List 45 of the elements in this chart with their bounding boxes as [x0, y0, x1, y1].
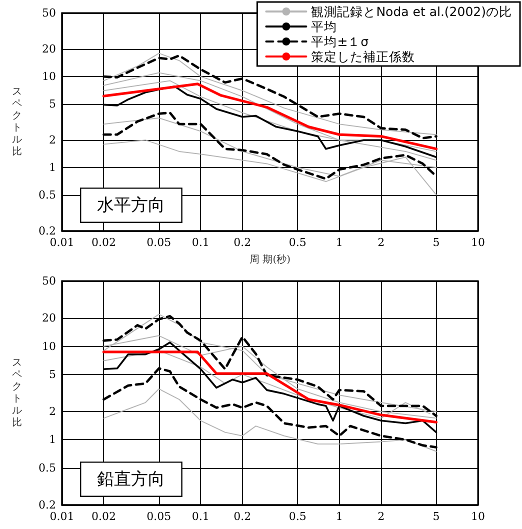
y-tick-label: 1 — [49, 433, 56, 446]
y-tick-label: 0.2 — [38, 224, 56, 238]
legend-label: 観測記録とNoda et al.(2002)の比 — [311, 4, 512, 19]
x-tick-label: 5 — [432, 236, 440, 249]
legend-label: 平均 — [311, 19, 338, 34]
y-tick-label: 50 — [42, 274, 56, 288]
x-tick-label: 0.05 — [146, 236, 172, 249]
x-tick-label: 1 — [336, 510, 343, 523]
x-tick-label: 0.2 — [234, 510, 252, 523]
y-tick-label: 0.2 — [38, 498, 56, 512]
x-tick-label: 0.1 — [192, 510, 210, 523]
annotation: 鉛直方向 — [97, 469, 166, 490]
x-tick-label: 0.01 — [50, 510, 74, 523]
y-tick-label: 5 — [49, 97, 56, 110]
x-tick-label: 2 — [378, 510, 385, 523]
y-tick-label: 2 — [49, 405, 56, 418]
y-tick-label: 0.5 — [38, 461, 56, 474]
x-tick-label: 0.02 — [91, 236, 116, 249]
x-tick-label: 0.2 — [234, 236, 252, 249]
y-tick-label: 50 — [42, 6, 56, 20]
legend-label: 策定した補正係数 — [311, 49, 416, 64]
x-tick-label: 0.5 — [288, 510, 306, 523]
y-tick-label: 5 — [49, 368, 56, 381]
legend-label: 平均±１σ — [311, 34, 369, 49]
x-tick-label: 10 — [471, 510, 485, 523]
x-tick-label: 0.05 — [146, 510, 172, 523]
annotation: 水平方向 — [97, 195, 166, 216]
y-axis-title: スペクトル比 — [12, 358, 22, 428]
x-tick-label: 0.01 — [50, 236, 74, 249]
y-axis-title: スペクトル比 — [12, 86, 22, 158]
x-tick-label: 0.5 — [288, 236, 306, 249]
x-tick-label: 5 — [432, 510, 440, 523]
x-axis-title: 周 期(秒) — [250, 254, 291, 266]
x-tick-label: 0.1 — [192, 236, 210, 249]
y-tick-label: 20 — [42, 42, 56, 56]
y-tick-label: 20 — [42, 312, 56, 325]
y-tick-label: 1 — [49, 160, 56, 174]
x-tick-label: 10 — [471, 236, 485, 249]
y-tick-label: 0.5 — [38, 188, 56, 202]
x-tick-label: 1 — [336, 236, 343, 249]
y-tick-label: 2 — [49, 134, 56, 147]
x-tick-label: 2 — [378, 236, 385, 249]
y-tick-label: 10 — [42, 340, 56, 353]
y-tick-label: 10 — [42, 70, 56, 84]
x-tick-label: 0.02 — [91, 510, 116, 523]
